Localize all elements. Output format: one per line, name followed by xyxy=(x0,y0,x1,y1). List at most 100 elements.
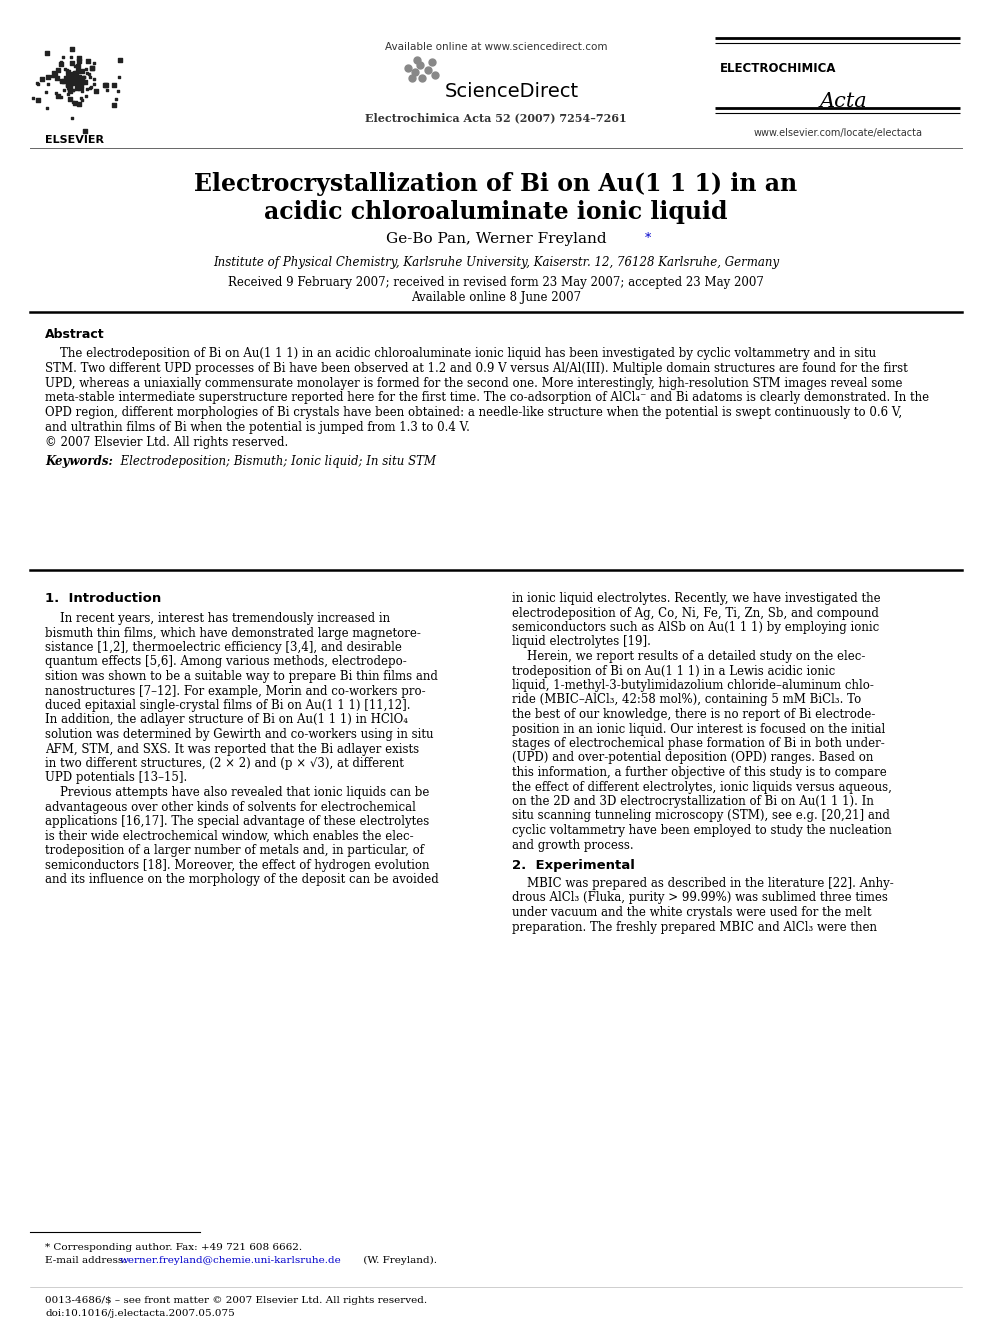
Text: acidic chloroaluminate ionic liquid: acidic chloroaluminate ionic liquid xyxy=(264,200,728,224)
Text: liquid, 1-methyl-3-butylimidazolium chloride–aluminum chlo-: liquid, 1-methyl-3-butylimidazolium chlo… xyxy=(512,679,874,692)
Point xyxy=(73,67,89,89)
Text: UPD potentials [13–15].: UPD potentials [13–15]. xyxy=(45,771,187,785)
Text: E-mail address:: E-mail address: xyxy=(45,1256,130,1265)
Text: solution was determined by Gewirth and co-workers using in situ: solution was determined by Gewirth and c… xyxy=(45,728,434,741)
Text: and its influence on the morphology of the deposit can be avoided: and its influence on the morphology of t… xyxy=(45,873,438,886)
Text: Institute of Physical Chemistry, Karlsruhe University, Kaiserstr. 12, 76128 Karl: Institute of Physical Chemistry, Karlsru… xyxy=(213,255,779,269)
Text: position in an ionic liquid. Our interest is focused on the initial: position in an ionic liquid. Our interes… xyxy=(512,722,885,736)
Text: ELSEVIER: ELSEVIER xyxy=(46,135,104,146)
Text: meta-stable intermediate superstructure reported here for the first time. The co: meta-stable intermediate superstructure … xyxy=(45,392,930,405)
Point xyxy=(78,62,94,83)
Text: The electrodeposition of Bi on Au(1 1 1) in an acidic chloroaluminate ionic liqu: The electrodeposition of Bi on Au(1 1 1)… xyxy=(45,347,876,360)
Text: © 2007 Elsevier Ltd. All rights reserved.: © 2007 Elsevier Ltd. All rights reserved… xyxy=(45,435,289,448)
Text: in two different structures, (2 × 2) and (p × √3), at different: in two different structures, (2 × 2) and… xyxy=(45,757,404,770)
Point xyxy=(69,73,85,94)
Point xyxy=(98,74,114,95)
Point xyxy=(65,61,81,82)
Point xyxy=(409,49,425,70)
Point xyxy=(73,81,89,102)
Point xyxy=(25,87,41,108)
Point xyxy=(48,82,63,103)
Point xyxy=(83,77,99,98)
Text: In addition, the adlayer structure of Bi on Au(1 1 1) in HClO₄: In addition, the adlayer structure of Bi… xyxy=(45,713,408,726)
Point xyxy=(78,79,94,101)
Point xyxy=(86,52,102,73)
Text: 2.  Experimental: 2. Experimental xyxy=(512,859,635,872)
Point xyxy=(80,50,96,71)
Text: cyclic voltammetry have been employed to study the nucleation: cyclic voltammetry have been employed to… xyxy=(512,824,892,837)
Text: nanostructures [7–12]. For example, Morin and co-workers pro-: nanostructures [7–12]. For example, Mori… xyxy=(45,684,426,697)
Point xyxy=(66,56,82,77)
Point xyxy=(108,89,124,110)
Text: OPD region, different morphologies of Bi crystals have been obtained: a needle-l: OPD region, different morphologies of Bi… xyxy=(45,406,902,419)
Text: sistance [1,2], thermoelectric efficiency [3,4], and desirable: sistance [1,2], thermoelectric efficienc… xyxy=(45,642,402,654)
Text: Keywords:: Keywords: xyxy=(45,455,113,467)
Point xyxy=(73,89,89,110)
Point xyxy=(44,66,60,87)
Point xyxy=(59,60,74,81)
Point xyxy=(70,61,86,82)
Text: *: * xyxy=(645,232,652,245)
Point xyxy=(62,89,77,110)
Point xyxy=(40,97,56,118)
Point xyxy=(96,74,112,95)
Point xyxy=(67,93,83,114)
Text: liquid electrolytes [19].: liquid electrolytes [19]. xyxy=(512,635,651,648)
Point xyxy=(53,52,68,73)
Point xyxy=(67,64,83,85)
Point xyxy=(73,87,89,108)
Text: situ scanning tunneling microscopy (STM), see e.g. [20,21] and: situ scanning tunneling microscopy (STM)… xyxy=(512,810,890,823)
Point xyxy=(76,67,92,89)
Point xyxy=(40,42,56,64)
Text: 0013-4686/$ – see front matter © 2007 Elsevier Ltd. All rights reserved.: 0013-4686/$ – see front matter © 2007 El… xyxy=(45,1297,428,1304)
Point xyxy=(59,71,74,93)
Point xyxy=(68,69,84,90)
Point xyxy=(50,85,65,106)
Text: trodeposition of Bi on Au(1 1 1) in a Lewis acidic ionic: trodeposition of Bi on Au(1 1 1) in a Le… xyxy=(512,664,835,677)
Point xyxy=(412,54,428,75)
Point xyxy=(73,77,89,98)
Point xyxy=(57,66,72,87)
Point xyxy=(71,50,87,71)
Point xyxy=(60,61,75,82)
Point xyxy=(68,62,84,83)
Text: Electrodeposition; Bismuth; Ionic liquid; In situ STM: Electrodeposition; Bismuth; Ionic liquid… xyxy=(113,455,436,467)
Text: the best of our knowledge, there is no report of Bi electrode-: the best of our knowledge, there is no r… xyxy=(512,708,875,721)
Point xyxy=(38,81,54,102)
Point xyxy=(64,69,80,90)
Text: and ultrathin films of Bi when the potential is jumped from 1.3 to 0.4 V.: and ultrathin films of Bi when the poten… xyxy=(45,421,470,434)
Text: Received 9 February 2007; received in revised form 23 May 2007; accepted 23 May : Received 9 February 2007; received in re… xyxy=(228,277,764,288)
Point xyxy=(67,67,83,89)
Point xyxy=(41,66,57,87)
Point xyxy=(106,95,122,116)
Text: werner.freyland@chemie.uni-karlsruhe.de: werner.freyland@chemie.uni-karlsruhe.de xyxy=(120,1256,342,1265)
Point xyxy=(74,75,90,97)
Text: bismuth thin films, which have demonstrated large magnetore-: bismuth thin films, which have demonstra… xyxy=(45,627,421,639)
Point xyxy=(67,65,83,86)
Point xyxy=(77,71,93,93)
Text: In recent years, interest has tremendously increased in: In recent years, interest has tremendous… xyxy=(45,613,390,624)
Text: MBIC was prepared as described in the literature [22]. Anhy-: MBIC was prepared as described in the li… xyxy=(512,877,894,890)
Point xyxy=(60,74,75,95)
Text: this information, a further objective of this study is to compare: this information, a further objective of… xyxy=(512,766,887,779)
Point xyxy=(424,52,439,73)
Point xyxy=(68,66,84,87)
Point xyxy=(62,75,78,97)
Point xyxy=(81,78,97,99)
Point xyxy=(84,57,100,78)
Text: the effect of different electrolytes, ionic liquids versus aqueous,: the effect of different electrolytes, io… xyxy=(512,781,892,794)
Text: Acta: Acta xyxy=(820,93,868,111)
Point xyxy=(73,71,89,93)
Text: ELECTROCHIMICA: ELECTROCHIMICA xyxy=(720,62,836,75)
Point xyxy=(53,86,68,107)
Text: duced epitaxial single-crystal films of Bi on Au(1 1 1) [11,12].: duced epitaxial single-crystal films of … xyxy=(45,699,411,712)
Point xyxy=(72,77,88,98)
Point xyxy=(51,60,66,81)
Point xyxy=(54,53,69,74)
Point xyxy=(71,94,87,115)
Text: is their wide electrochemical window, which enables the elec-: is their wide electrochemical window, wh… xyxy=(45,830,414,843)
Point xyxy=(400,57,416,78)
Point xyxy=(71,74,87,95)
Text: Available online at www.sciencedirect.com: Available online at www.sciencedirect.co… xyxy=(385,42,607,52)
Point xyxy=(53,70,68,91)
